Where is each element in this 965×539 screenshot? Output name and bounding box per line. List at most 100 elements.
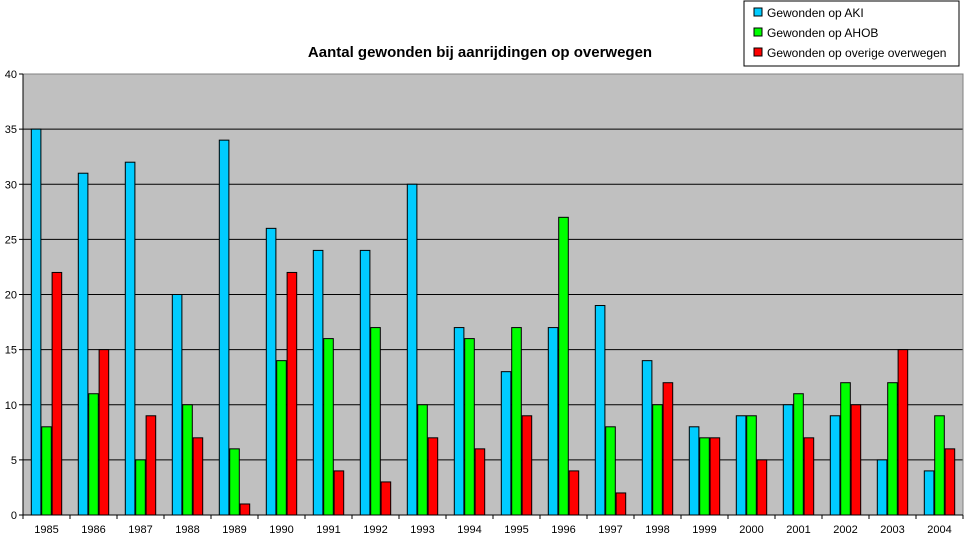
legend-entry: Gewonden op overige overwegen	[767, 46, 946, 60]
x-axis-ticks: 1985 1986 1987 1988 1989 1990 1991 1992 1993 1994…	[22, 515, 964, 536]
bar-1991-series-3	[333, 470, 345, 516]
y-tick-label: 20	[5, 290, 17, 302]
bar-1985-series-1	[30, 128, 42, 516]
bar-1988-series-1	[171, 294, 183, 516]
x-tick-label: 1998	[645, 524, 669, 536]
bar-2001-series-2	[793, 393, 804, 516]
bar-2002-series-3	[850, 404, 862, 516]
x-tick-label: 1990	[269, 524, 293, 536]
bar-1986-series-2	[88, 393, 99, 516]
bar-2001-series-3	[803, 437, 815, 516]
x-tick-label: 1999	[692, 524, 716, 536]
bar-1989-series-2	[229, 448, 240, 516]
x-tick-label: 1993	[410, 524, 434, 536]
bar-1989-series-3	[239, 503, 251, 516]
bar-1995-series-2	[511, 327, 522, 516]
bar-2000-series-3	[756, 459, 768, 516]
x-tick-label: 1989	[222, 524, 246, 536]
y-tick-label: 35	[5, 124, 17, 136]
y-tick-label: 30	[5, 179, 17, 191]
x-tick-label: 1994	[457, 524, 481, 536]
x-tick-label: 1991	[316, 524, 340, 536]
x-tick-label: 1985	[34, 524, 58, 536]
legend-swatch	[753, 7, 763, 17]
y-axis-ticks: 0 5 10 15 20 25 30 35 40	[5, 69, 23, 522]
x-tick-label: 2001	[786, 524, 810, 536]
bar-1990-series-1	[265, 227, 277, 516]
bar-2000-series-2	[746, 415, 757, 516]
x-tick-label: 1992	[363, 524, 387, 536]
bar-1992-series-3	[380, 481, 392, 516]
bar-1999-series-2	[699, 437, 710, 516]
bar-1988-series-3	[192, 437, 204, 516]
bar-1992-series-1	[359, 249, 371, 516]
bar-2004-series-2	[934, 415, 945, 516]
legend-swatch	[753, 47, 763, 57]
x-tick-label: 1986	[81, 524, 105, 536]
bar-1997-series-2	[605, 426, 616, 516]
bar-1998-series-2	[652, 404, 663, 516]
y-tick-label: 15	[5, 345, 17, 357]
bar-1993-series-1	[406, 183, 418, 516]
bar-1994-series-3	[474, 448, 486, 516]
x-tick-label: 2004	[927, 524, 951, 536]
bar-1999-series-1	[688, 426, 700, 516]
bar-1991-series-1	[312, 249, 324, 516]
bar-1998-series-1	[641, 360, 653, 516]
bar-1986-series-3	[98, 349, 110, 516]
bar-1998-series-3	[662, 382, 674, 516]
bar-1997-series-3	[615, 492, 627, 516]
bar-1993-series-2	[417, 404, 428, 516]
bar-1996-series-3	[568, 470, 580, 516]
x-tick-label: 2000	[739, 524, 763, 536]
legend-box	[743, 0, 960, 67]
legend: Gewonden op AKI Gewonden op AHOB Gewonden …	[743, 0, 960, 67]
y-tick-label: 5	[11, 455, 17, 467]
x-tick-label: 1995	[504, 524, 528, 536]
bar-1993-series-3	[427, 437, 439, 516]
bar-2004-series-3	[944, 448, 956, 516]
bar-1985-series-2	[41, 426, 52, 516]
bar-2001-series-1	[782, 404, 794, 516]
bar-2002-series-2	[840, 382, 851, 516]
x-tick-label: 1987	[128, 524, 152, 536]
bar-2002-series-1	[829, 415, 841, 516]
bar-1986-series-1	[77, 172, 89, 516]
x-tick-label: 1996	[551, 524, 575, 536]
bar-1995-series-1	[500, 371, 512, 516]
legend-entry: Gewonden op AHOB	[767, 26, 878, 40]
bar-1987-series-2	[135, 459, 146, 516]
bar-1996-series-2	[558, 216, 569, 516]
bar-1987-series-1	[124, 161, 136, 516]
x-tick-label: 1988	[175, 524, 199, 536]
bar-2004-series-1	[923, 470, 935, 516]
bar-1995-series-3	[521, 415, 533, 516]
bar-1996-series-1	[547, 327, 559, 516]
y-tick-label: 25	[5, 234, 17, 246]
bar-1990-series-2	[276, 360, 287, 516]
bar-1994-series-2	[464, 338, 475, 516]
bar-1997-series-1	[594, 305, 606, 516]
bar-2003-series-2	[887, 382, 898, 516]
x-tick-label: 1997	[598, 524, 622, 536]
bar-1987-series-3	[145, 415, 157, 516]
legend-swatch	[753, 27, 763, 37]
x-tick-label: 2003	[880, 524, 904, 536]
y-tick-label: 0	[11, 510, 17, 522]
legend-entry: Gewonden op AKI	[767, 6, 864, 20]
bar-2000-series-1	[735, 415, 747, 516]
bar-1989-series-1	[218, 139, 230, 516]
bar-1991-series-2	[323, 338, 334, 516]
y-tick-label: 40	[5, 69, 17, 81]
bar-2003-series-3	[897, 349, 909, 516]
chart-title: Aantal gewonden bij aanrijdingen op over…	[308, 44, 652, 61]
x-tick-label: 2002	[833, 524, 857, 536]
y-tick-label: 10	[5, 400, 17, 412]
bar-1994-series-1	[453, 327, 465, 516]
bar-1985-series-3	[51, 271, 63, 516]
bar-2003-series-1	[876, 459, 888, 516]
bar-1988-series-2	[182, 404, 193, 516]
bar-1999-series-3	[709, 437, 721, 516]
bar-1992-series-2	[370, 327, 381, 516]
